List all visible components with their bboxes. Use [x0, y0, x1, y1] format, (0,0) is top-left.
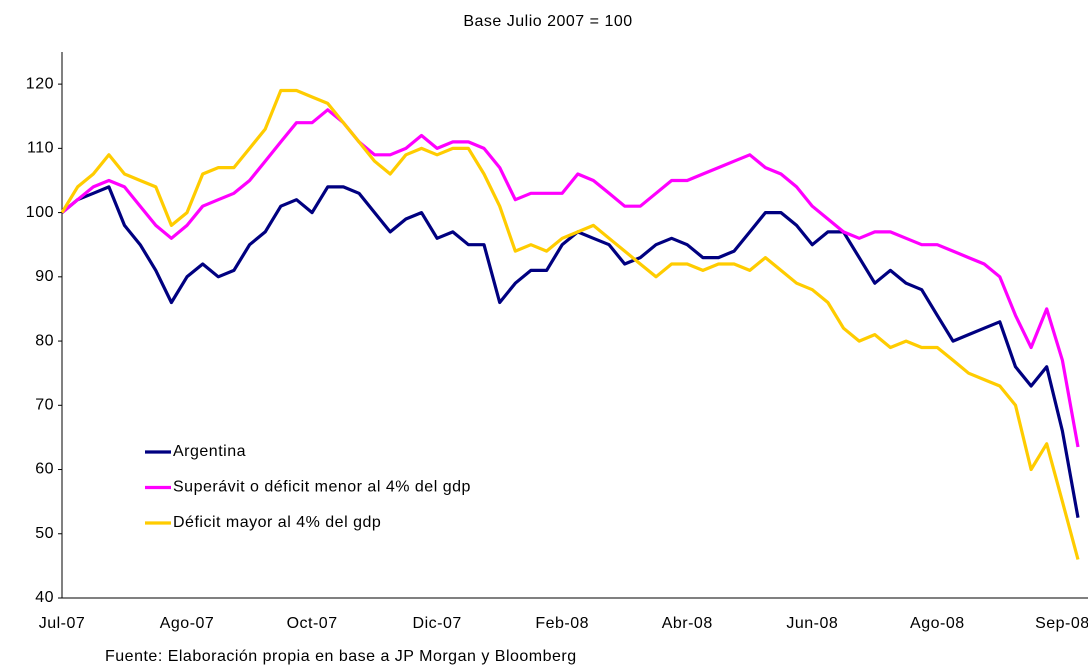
- y-tick-label: 60: [35, 461, 54, 478]
- chart-title: Base Julio 2007 = 100: [463, 13, 632, 30]
- legend-label: Superávit o déficit menor al 4% del gdp: [173, 479, 471, 496]
- y-tick-label: 40: [35, 589, 54, 606]
- x-tick-label: Feb-08: [535, 615, 589, 632]
- y-tick-label: 90: [35, 268, 54, 285]
- y-tick-label: 120: [26, 75, 54, 92]
- y-tick-label: 100: [26, 204, 54, 221]
- x-tick-label: Jun-08: [786, 615, 838, 632]
- y-tick-label: 80: [35, 332, 54, 349]
- source-note: Fuente: Elaboración propia en base a JP …: [105, 648, 577, 665]
- x-tick-label: Dic-07: [413, 615, 462, 632]
- x-tick-label: Ago-08: [910, 615, 965, 632]
- y-tick-label: 70: [35, 397, 54, 414]
- series-line: [60, 88, 1080, 560]
- y-tick-label: 110: [27, 140, 54, 157]
- series-line: [60, 108, 1080, 448]
- series-line: [60, 185, 1080, 518]
- x-tick-label: Oct-07: [287, 615, 338, 632]
- x-tick-label: Sep-08: [1035, 615, 1088, 632]
- x-tick-label: Jul-07: [39, 615, 86, 632]
- y-tick-label: 50: [35, 525, 54, 542]
- legend-label: Déficit mayor al 4% del gdp: [173, 514, 381, 531]
- x-tick-label: Abr-08: [662, 615, 713, 632]
- legend-label: Argentina: [173, 443, 246, 460]
- x-tick-label: Ago-07: [160, 615, 215, 632]
